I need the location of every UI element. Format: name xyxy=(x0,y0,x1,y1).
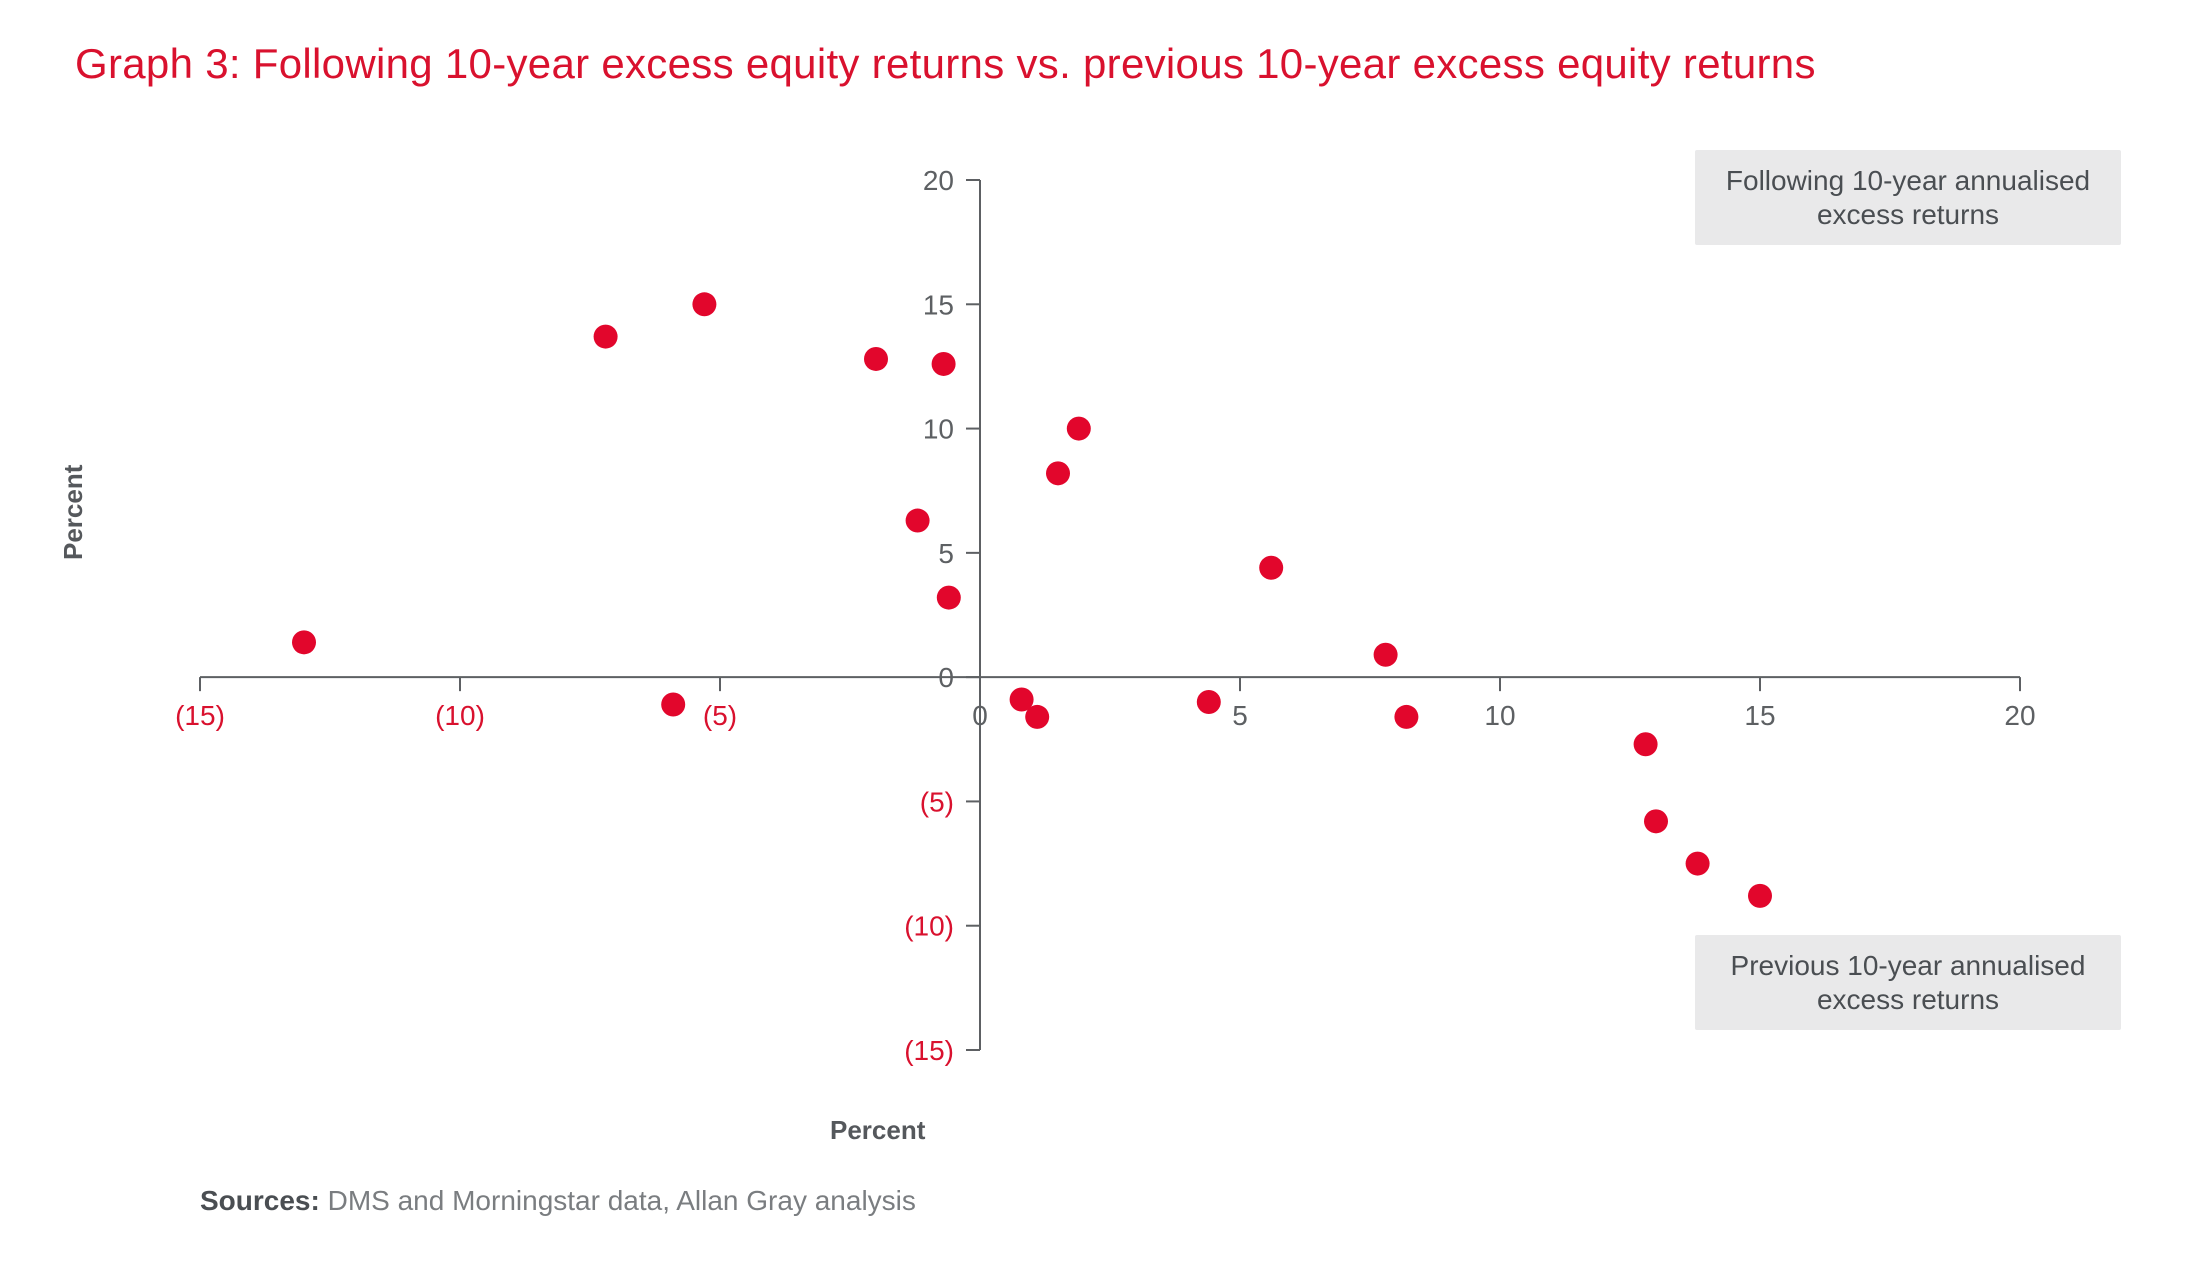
svg-text:(10): (10) xyxy=(904,911,954,942)
svg-text:(5): (5) xyxy=(703,700,737,731)
svg-text:15: 15 xyxy=(923,289,954,320)
svg-text:20: 20 xyxy=(923,165,954,196)
svg-text:5: 5 xyxy=(938,538,954,569)
svg-text:10: 10 xyxy=(923,414,954,445)
sources-label: Sources: xyxy=(200,1185,320,1216)
chart-figure: Graph 3: Following 10-year excess equity… xyxy=(0,0,2211,1266)
sources-text: DMS and Morningstar data, Allan Gray ana… xyxy=(320,1185,916,1216)
svg-text:0: 0 xyxy=(972,700,988,731)
svg-text:15: 15 xyxy=(1744,700,1775,731)
y-axis-label: Percent xyxy=(58,465,89,560)
svg-text:(15): (15) xyxy=(175,700,225,731)
svg-text:5: 5 xyxy=(1232,700,1248,731)
svg-text:10: 10 xyxy=(1484,700,1515,731)
chart-title: Graph 3: Following 10-year excess equity… xyxy=(75,40,1816,88)
legend-previous-returns: Previous 10-year annualised excess retur… xyxy=(1695,935,2121,1030)
svg-text:(10): (10) xyxy=(435,700,485,731)
svg-text:(15): (15) xyxy=(904,1035,954,1066)
x-axis-label: Percent xyxy=(830,1115,925,1146)
sources-line: Sources: DMS and Morningstar data, Allan… xyxy=(200,1185,916,1217)
svg-text:20: 20 xyxy=(2004,700,2035,731)
legend-following-returns: Following 10-year annualised excess retu… xyxy=(1695,150,2121,245)
svg-text:(5): (5) xyxy=(920,786,954,817)
svg-text:0: 0 xyxy=(938,662,954,693)
